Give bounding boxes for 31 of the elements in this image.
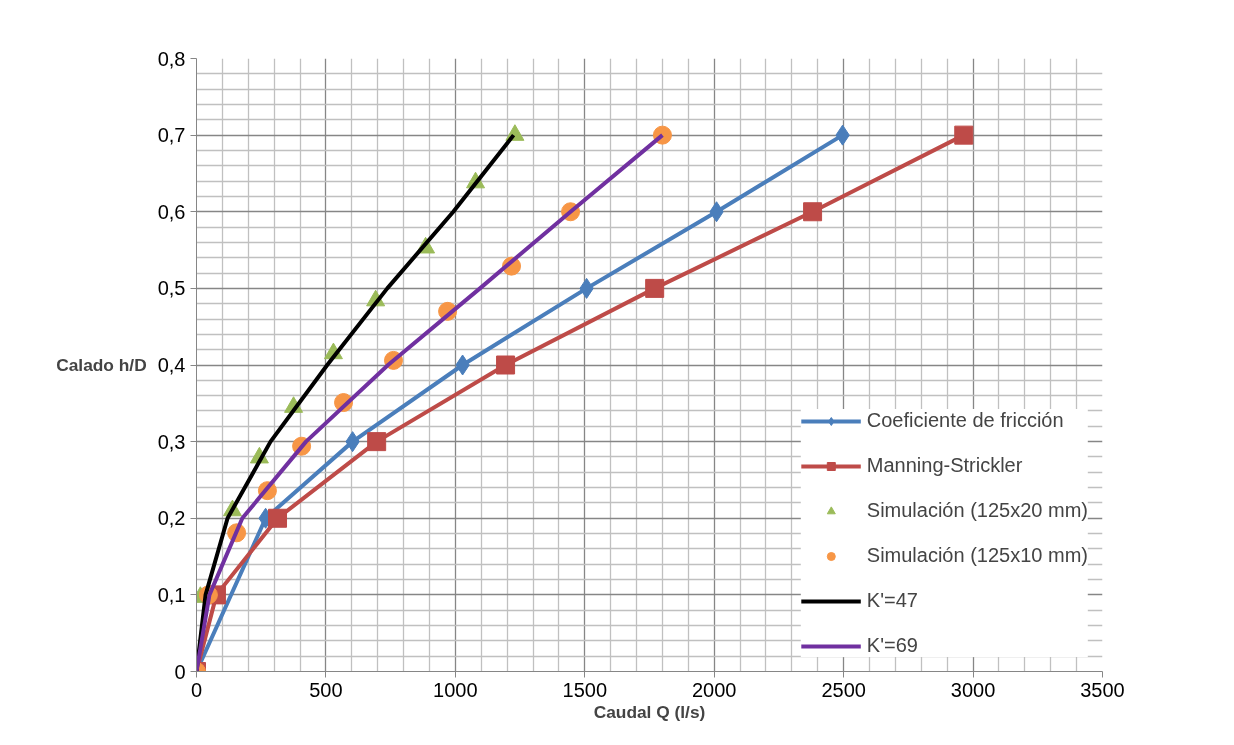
x-tick-label: 3000 [950, 678, 996, 701]
x-tick-label: 3500 [1080, 678, 1125, 701]
legend-label: Simulación (125x20 mm) [866, 499, 1088, 522]
y-tick-label: 0,2 [157, 507, 186, 530]
x-axis-title: Caudal Q (l/s) [593, 701, 706, 722]
point [367, 432, 387, 452]
y-tick-label: 0,6 [157, 200, 186, 223]
y-tick-label: 0,4 [157, 354, 186, 376]
y-tick-label: 0,3 [157, 430, 186, 453]
x-tick-label: 2000 [691, 678, 737, 701]
y-tick-label: 0 [174, 660, 186, 683]
point [268, 508, 288, 528]
legend-label: K'=47 [866, 589, 918, 612]
point [954, 125, 974, 145]
point [496, 355, 516, 375]
y-tick-label: 0,8 [157, 47, 186, 70]
point [645, 278, 665, 298]
legend-label: Manning-Strickler [866, 454, 1023, 477]
x-tick-label: 500 [309, 678, 343, 701]
y-tick-label: 0,5 [157, 277, 186, 300]
legend-label: Coeficiente de fricción [866, 409, 1064, 432]
y-tick-label: 0,1 [157, 583, 186, 606]
y-axis-title: Calado h/D [56, 355, 147, 375]
point [803, 202, 823, 222]
legend-label: Simulación (125x10 mm) [866, 544, 1088, 567]
x-tick-label: 1000 [433, 678, 478, 701]
x-tick-label: 0 [190, 678, 203, 701]
y-tick-label: 0,7 [157, 124, 186, 147]
x-tick-label: 2500 [821, 678, 866, 701]
x-tick-label: 1500 [562, 678, 608, 701]
legend-label: K'=69 [866, 634, 918, 657]
